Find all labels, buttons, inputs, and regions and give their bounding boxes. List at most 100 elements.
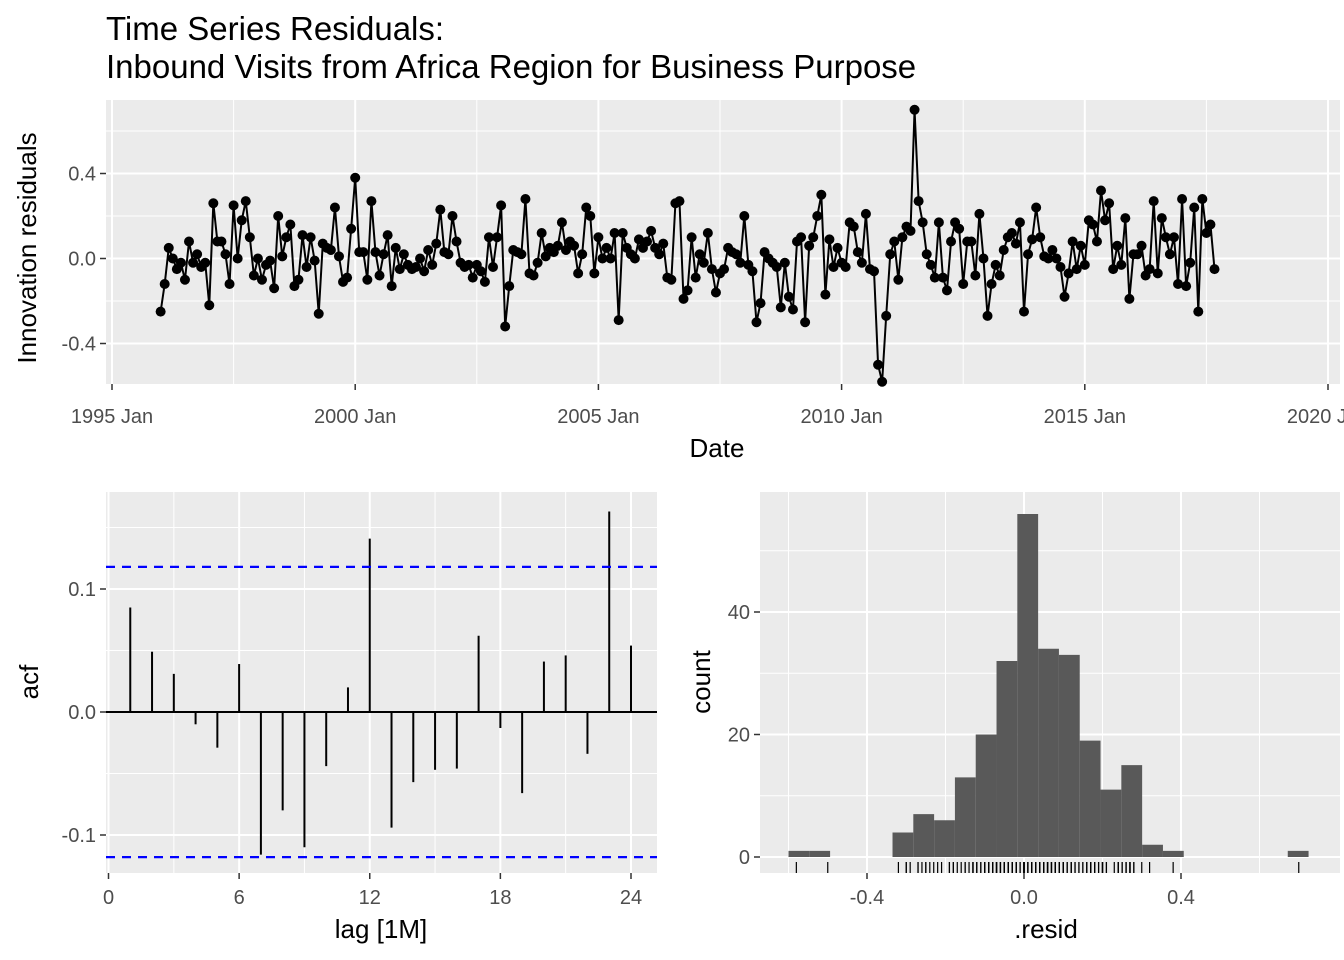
- residual-point: [500, 321, 511, 332]
- y-tick-label: 0.0: [68, 249, 96, 271]
- residual-point: [269, 283, 280, 294]
- residual-point: [265, 255, 276, 266]
- residual-point: [333, 251, 344, 262]
- residual-point: [739, 211, 750, 221]
- residual-point: [423, 245, 434, 255]
- residual-point: [1136, 240, 1147, 251]
- residual-point: [1160, 232, 1171, 243]
- residual-point: [427, 259, 438, 270]
- residual-point: [1189, 202, 1200, 213]
- residual-point: [188, 257, 199, 268]
- histogram-bin: [975, 734, 997, 857]
- residual-point: [390, 242, 401, 253]
- residual-point: [1152, 268, 1163, 279]
- residual-point: [313, 308, 324, 319]
- histogram-x-axis-title: .resid: [1014, 914, 1078, 944]
- histogram-bin: [913, 814, 935, 857]
- residual-point: [281, 232, 292, 243]
- x-tick-label: 6: [234, 887, 245, 909]
- residual-point: [293, 274, 304, 285]
- residual-point: [946, 236, 957, 247]
- residual-point: [540, 251, 551, 262]
- residual-point: [1177, 194, 1188, 204]
- residual-point: [820, 289, 831, 300]
- residual-point: [581, 202, 592, 213]
- histogram-bin: [1079, 740, 1101, 857]
- x-tick-label: 12: [359, 887, 381, 909]
- residual-point: [378, 249, 389, 260]
- residual-point: [1051, 253, 1062, 264]
- residual-point: [686, 232, 697, 243]
- x-tick-label: 0: [103, 887, 114, 909]
- histogram-bin: [934, 820, 955, 857]
- residual-point: [273, 211, 284, 221]
- residual-point: [1164, 249, 1175, 260]
- residual-point: [897, 232, 908, 243]
- residual-point: [382, 230, 393, 241]
- residual-point: [451, 236, 462, 247]
- residual-point: [881, 310, 892, 321]
- residual-point: [605, 253, 616, 264]
- residual-point: [1209, 264, 1220, 275]
- acf-axes: 0 6 12 18 24 -0.1 0.0 0.1: [62, 579, 643, 909]
- histogram-bars: [788, 514, 1309, 857]
- residual-point: [1104, 198, 1115, 209]
- histogram-bin: [996, 661, 1018, 857]
- residual-point: [560, 245, 571, 255]
- residual-point: [755, 298, 766, 309]
- y-tick-label: 0.1: [68, 579, 96, 601]
- residual-point: [216, 236, 227, 247]
- residual-point: [252, 253, 263, 264]
- residual-point: [698, 257, 709, 268]
- residual-point: [783, 291, 794, 302]
- residual-point: [297, 230, 308, 241]
- x-tick-label: 0.4: [1167, 887, 1195, 909]
- residual-point: [646, 225, 657, 236]
- x-tick-label: -0.4: [850, 887, 884, 909]
- residual-point: [1144, 264, 1155, 275]
- y-tick-label: 0.4: [68, 164, 96, 186]
- residual-point: [394, 264, 405, 275]
- residual-point: [240, 196, 251, 207]
- residual-point: [1205, 219, 1216, 230]
- residual-point: [666, 274, 677, 285]
- y-tick-label: 20: [728, 725, 750, 747]
- residual-point: [937, 272, 948, 283]
- residual-point: [913, 196, 924, 207]
- residual-point: [1087, 219, 1098, 230]
- residual-point: [909, 104, 920, 115]
- residual-point: [224, 279, 235, 289]
- residual-point: [208, 198, 219, 209]
- residual-point: [256, 274, 267, 285]
- residual-point: [877, 376, 888, 387]
- residual-point: [415, 253, 426, 264]
- residuals-y-axis-title: Innovation residuals: [12, 132, 42, 363]
- residual-point: [974, 208, 985, 219]
- residuals-series: [155, 104, 1220, 387]
- residual-point: [828, 262, 839, 272]
- residual-point: [577, 249, 588, 260]
- residual-point: [690, 272, 701, 283]
- residual-point: [220, 249, 231, 260]
- residual-point: [719, 264, 730, 275]
- residual-point: [569, 240, 580, 251]
- residual-point: [301, 262, 312, 272]
- residual-point: [1197, 194, 1208, 204]
- residual-point: [840, 262, 851, 272]
- residual-point: [779, 257, 790, 268]
- residual-point: [1023, 249, 1034, 260]
- x-tick-label: 2000 Jan: [314, 406, 396, 428]
- residual-point: [601, 242, 612, 253]
- residual-point: [1185, 257, 1196, 268]
- residual-point: [998, 245, 1009, 255]
- histogram-bin: [892, 832, 914, 857]
- residual-point: [346, 223, 357, 234]
- residual-point: [694, 249, 705, 260]
- residual-point: [528, 270, 539, 281]
- residual-point: [192, 249, 203, 260]
- residual-point: [1043, 253, 1054, 264]
- x-tick-label: 2010 Jan: [800, 406, 882, 428]
- residual-point: [200, 257, 211, 268]
- residual-point: [167, 253, 178, 264]
